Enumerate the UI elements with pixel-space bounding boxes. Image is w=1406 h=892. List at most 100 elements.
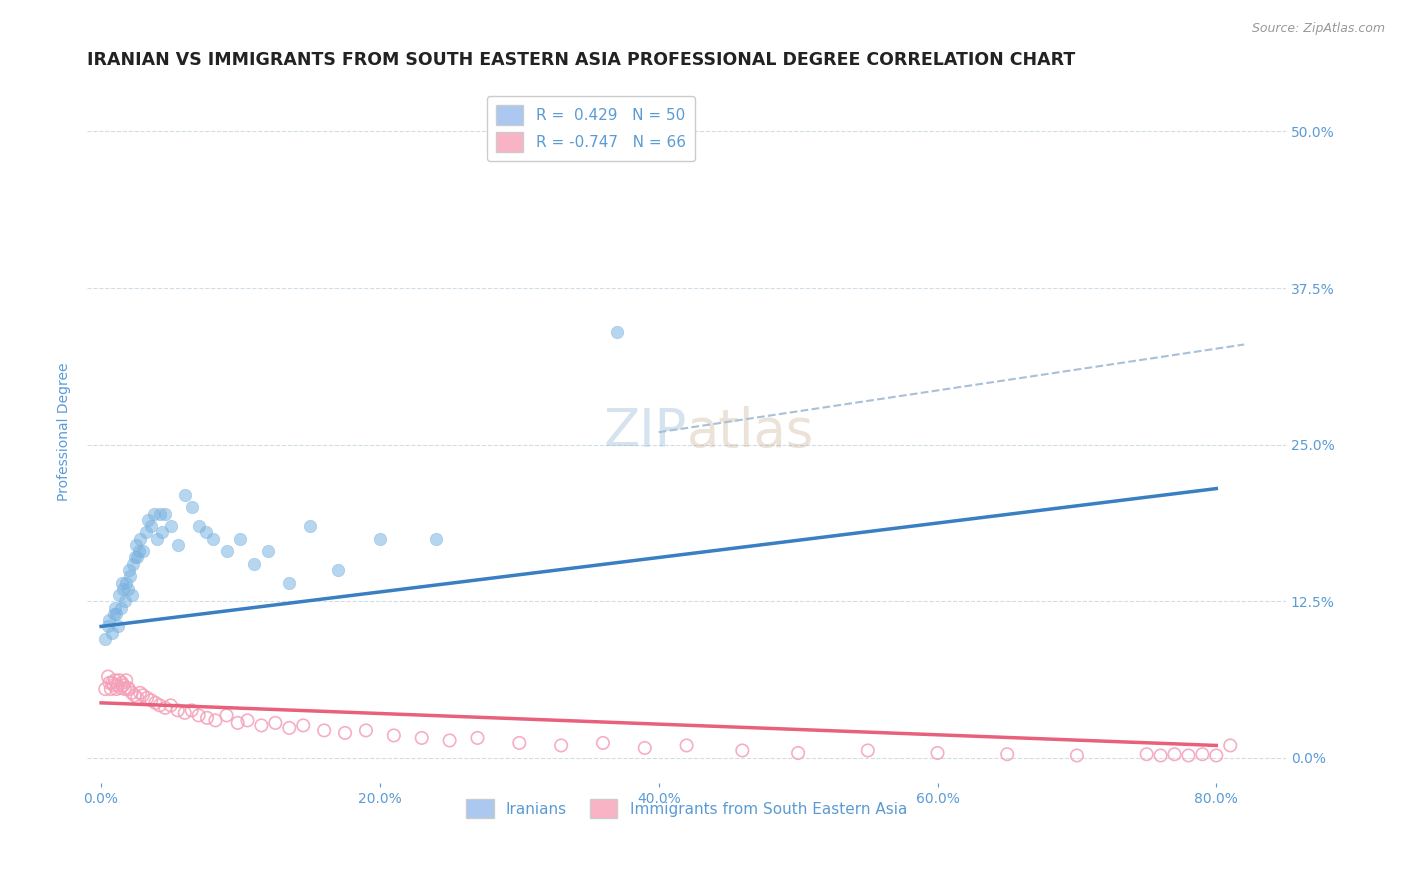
Point bbox=[606, 325, 628, 339]
Point bbox=[425, 532, 447, 546]
Point bbox=[173, 706, 195, 720]
Y-axis label: Professional Degree: Professional Degree bbox=[58, 363, 72, 501]
Point bbox=[1205, 748, 1227, 763]
Point bbox=[107, 619, 129, 633]
Point bbox=[314, 723, 336, 738]
Point bbox=[195, 711, 218, 725]
Point bbox=[1219, 739, 1241, 753]
Point bbox=[108, 588, 131, 602]
Point bbox=[1066, 748, 1088, 763]
Point bbox=[215, 544, 238, 558]
Text: ZIP: ZIP bbox=[603, 406, 686, 458]
Point bbox=[1136, 747, 1159, 762]
Point bbox=[124, 550, 146, 565]
Point bbox=[634, 741, 657, 756]
Point bbox=[264, 715, 287, 730]
Point bbox=[118, 563, 141, 577]
Point bbox=[166, 538, 188, 552]
Point bbox=[592, 736, 614, 750]
Point bbox=[187, 708, 209, 723]
Point bbox=[180, 703, 202, 717]
Text: Source: ZipAtlas.com: Source: ZipAtlas.com bbox=[1251, 22, 1385, 36]
Point bbox=[159, 698, 181, 713]
Point bbox=[104, 673, 127, 688]
Point bbox=[141, 693, 163, 707]
Point bbox=[98, 675, 121, 690]
Point bbox=[108, 673, 131, 688]
Point bbox=[97, 669, 120, 683]
Point bbox=[149, 698, 172, 713]
Point bbox=[121, 588, 143, 602]
Point bbox=[98, 613, 121, 627]
Point bbox=[292, 718, 315, 732]
Point bbox=[111, 675, 134, 690]
Point bbox=[155, 701, 177, 715]
Point bbox=[132, 689, 155, 703]
Point bbox=[115, 673, 138, 688]
Point bbox=[135, 525, 157, 540]
Text: IRANIAN VS IMMIGRANTS FROM SOUTH EASTERN ASIA PROFESSIONAL DEGREE CORRELATION CH: IRANIAN VS IMMIGRANTS FROM SOUTH EASTERN… bbox=[87, 51, 1076, 69]
Point bbox=[112, 582, 135, 596]
Point bbox=[110, 681, 132, 695]
Point bbox=[731, 743, 754, 757]
Point bbox=[111, 575, 134, 590]
Point bbox=[382, 728, 405, 742]
Point bbox=[229, 532, 252, 546]
Point bbox=[995, 747, 1018, 762]
Point bbox=[180, 500, 202, 515]
Point bbox=[299, 519, 322, 533]
Point bbox=[166, 703, 188, 717]
Point bbox=[236, 714, 259, 728]
Point bbox=[114, 681, 136, 696]
Point bbox=[121, 686, 143, 700]
Point bbox=[927, 746, 949, 760]
Point bbox=[104, 600, 127, 615]
Text: atlas: atlas bbox=[686, 406, 814, 458]
Point bbox=[146, 532, 169, 546]
Point bbox=[1191, 747, 1213, 762]
Point bbox=[155, 507, 177, 521]
Point bbox=[173, 488, 195, 502]
Point bbox=[128, 544, 150, 558]
Point bbox=[149, 507, 172, 521]
Point bbox=[107, 678, 129, 692]
Point bbox=[856, 743, 879, 757]
Point bbox=[326, 563, 349, 577]
Point bbox=[141, 519, 163, 533]
Point bbox=[204, 714, 226, 728]
Point bbox=[127, 550, 149, 565]
Point bbox=[354, 723, 377, 738]
Point bbox=[278, 721, 301, 735]
Point bbox=[101, 625, 124, 640]
Point bbox=[105, 607, 128, 621]
Point bbox=[94, 681, 117, 696]
Point bbox=[100, 681, 122, 696]
Point bbox=[122, 557, 145, 571]
Point bbox=[1149, 748, 1171, 763]
Point bbox=[117, 681, 139, 695]
Point bbox=[411, 731, 433, 745]
Point bbox=[787, 746, 810, 760]
Point bbox=[138, 513, 160, 527]
Point bbox=[112, 678, 135, 692]
Point bbox=[1177, 748, 1199, 763]
Point bbox=[114, 594, 136, 608]
Point bbox=[101, 675, 124, 690]
Point bbox=[145, 696, 167, 710]
Point bbox=[103, 678, 125, 692]
Point bbox=[94, 632, 117, 646]
Point bbox=[159, 519, 181, 533]
Point bbox=[117, 582, 139, 596]
Point bbox=[467, 731, 489, 745]
Point bbox=[201, 532, 224, 546]
Point bbox=[257, 544, 280, 558]
Point bbox=[187, 519, 209, 533]
Point bbox=[129, 532, 152, 546]
Point bbox=[194, 525, 217, 540]
Point bbox=[97, 619, 120, 633]
Point bbox=[226, 715, 249, 730]
Point bbox=[368, 532, 391, 546]
Point bbox=[103, 607, 125, 621]
Point bbox=[508, 736, 530, 750]
Point bbox=[105, 681, 128, 696]
